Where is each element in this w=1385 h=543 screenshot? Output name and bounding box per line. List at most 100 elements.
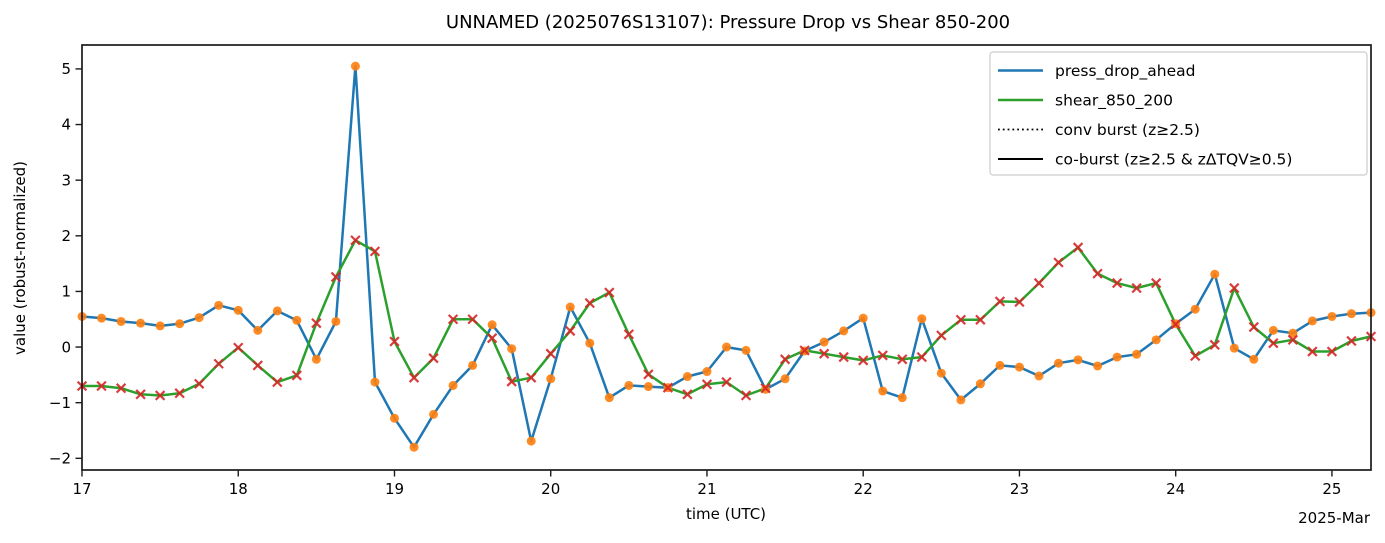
y-tick-label: 5 — [61, 60, 71, 78]
data-point-marker — [350, 235, 361, 246]
data-point-marker — [975, 379, 985, 389]
data-point-marker — [1132, 349, 1142, 359]
data-point-marker — [213, 358, 224, 369]
data-point-marker — [1229, 343, 1239, 353]
data-point-marker — [799, 345, 810, 356]
data-point-marker — [995, 360, 1005, 370]
data-point-marker — [818, 348, 830, 359]
data-point-marker — [897, 354, 908, 365]
data-point-marker — [1248, 321, 1259, 333]
data-point-marker — [272, 306, 282, 316]
data-point-marker — [1229, 282, 1240, 294]
data-point-marker — [722, 342, 731, 352]
data-point-marker — [1034, 371, 1044, 381]
data-point-marker — [1014, 362, 1024, 372]
data-point-marker — [565, 325, 576, 337]
data-point-marker — [155, 321, 165, 331]
data-point-marker — [780, 374, 790, 384]
x-tick-label: 21 — [697, 480, 716, 498]
data-point-marker — [136, 318, 146, 328]
data-point-marker — [370, 377, 380, 387]
data-point-marker — [331, 316, 341, 326]
legend-entry-label: shear_850_200 — [1055, 91, 1173, 110]
data-point-marker — [662, 382, 674, 393]
data-point-marker — [721, 376, 732, 388]
data-point-marker — [701, 379, 713, 390]
data-point-marker — [253, 325, 263, 335]
data-point-marker — [116, 316, 126, 326]
data-point-marker — [272, 376, 283, 388]
y-tick-label: 1 — [61, 283, 71, 301]
data-point-marker — [526, 372, 537, 383]
data-point-marker — [584, 297, 595, 309]
data-point-marker — [409, 442, 419, 452]
data-point-marker — [291, 370, 303, 381]
plot-border — [81, 44, 1372, 471]
data-point-marker — [643, 369, 654, 380]
data-point-marker — [467, 314, 478, 325]
data-point-marker — [252, 360, 263, 371]
data-point-marker — [839, 326, 849, 336]
data-point-marker — [975, 314, 986, 325]
data-point-marker — [682, 389, 693, 400]
data-point-marker — [448, 380, 458, 390]
legend-entry-label: co-burst (z≥2.5 & zΔTQV≥0.5) — [1055, 150, 1292, 168]
data-point-marker — [1111, 277, 1123, 289]
data-point-marker — [1209, 339, 1220, 351]
x-tick-label: 24 — [1166, 480, 1185, 498]
data-point-marker — [96, 380, 107, 392]
data-point-marker — [741, 345, 751, 355]
data-point-marker — [917, 314, 927, 324]
data-point-marker — [1307, 316, 1317, 326]
data-point-marker — [819, 337, 829, 347]
chart-title: UNNAMED (2025076S13107): Pressure Drop v… — [446, 12, 1010, 33]
data-point-marker — [956, 395, 966, 405]
data-point-marker — [389, 336, 400, 347]
data-point-marker — [702, 367, 712, 377]
data-point-marker — [330, 271, 342, 283]
y-tick-label: −2 — [49, 450, 71, 468]
data-point-marker — [292, 315, 302, 325]
y-tick-label: 2 — [61, 227, 71, 245]
data-point-marker — [1287, 334, 1299, 346]
data-point-marker — [623, 329, 635, 340]
data-point-marker — [1249, 354, 1259, 364]
data-point-marker — [916, 351, 927, 363]
data-point-marker — [1150, 277, 1162, 289]
data-point-marker — [507, 344, 517, 354]
x-tick-label: 23 — [1010, 480, 1029, 498]
data-point-marker — [604, 393, 614, 403]
data-point-marker — [1346, 309, 1356, 319]
data-point-marker — [1073, 355, 1083, 365]
data-point-marker — [506, 376, 517, 387]
x-tick-label: 20 — [541, 480, 560, 498]
data-point-marker — [1072, 242, 1084, 253]
data-point-marker — [897, 393, 907, 403]
y-tick-label: 3 — [61, 171, 71, 189]
data-point-marker — [233, 305, 243, 315]
data-point-marker — [1288, 328, 1298, 338]
data-point-marker — [233, 342, 244, 353]
data-point-marker — [936, 330, 947, 341]
data-point-marker — [369, 246, 381, 257]
data-point-marker — [779, 354, 791, 365]
data-point-marker — [994, 296, 1006, 307]
x-tick-label: 19 — [385, 480, 404, 498]
x-tick-label: 18 — [229, 480, 248, 498]
data-point-marker — [1053, 257, 1064, 268]
data-point-marker — [546, 374, 556, 384]
x-tick-label: 17 — [72, 480, 91, 498]
data-point-marker — [389, 413, 399, 423]
x-axis-offset-label: 2025-Mar — [1298, 509, 1371, 527]
data-point-marker — [487, 320, 497, 330]
data-point-marker — [1014, 296, 1025, 308]
data-point-marker — [1327, 311, 1337, 321]
data-point-marker — [858, 313, 868, 323]
data-point-marker — [526, 436, 536, 446]
data-point-marker — [545, 348, 556, 359]
data-point-marker — [1112, 352, 1122, 362]
data-point-marker — [1170, 319, 1181, 330]
series-markers-shear_850_200 — [76, 235, 1377, 401]
data-point-marker — [1151, 335, 1161, 345]
data-point-marker — [468, 360, 478, 370]
